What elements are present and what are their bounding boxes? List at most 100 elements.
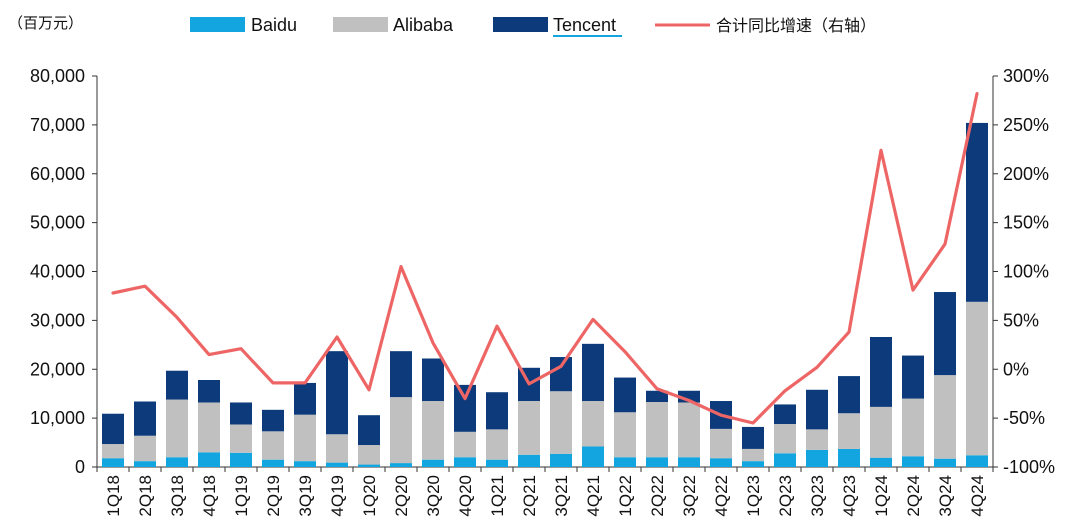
bar-baidu: [422, 459, 444, 467]
bar-tencent: [614, 377, 636, 413]
legend-swatch-alibaba: [333, 17, 388, 32]
bar-baidu: [742, 461, 764, 467]
bar-baidu: [294, 461, 316, 467]
legend-label-baidu: Baidu: [251, 15, 297, 35]
legend-item-tencent: Tencent: [493, 15, 622, 37]
x-tick-label: 4Q20: [456, 475, 475, 517]
bar-baidu: [198, 452, 220, 467]
bar-baidu: [166, 457, 188, 467]
x-tick-label: 4Q18: [200, 475, 219, 517]
x-tick-label: 1Q18: [104, 475, 123, 517]
bar-alibaba: [326, 434, 348, 463]
y-right-tick-label: 50%: [1003, 310, 1039, 330]
bar-alibaba: [294, 414, 316, 462]
bar-baidu: [806, 449, 828, 467]
legend-swatch-baidu: [190, 17, 245, 32]
bar-baidu: [326, 462, 348, 467]
bar-alibaba: [518, 401, 540, 455]
x-tick-label: 3Q20: [424, 475, 443, 517]
y-right-tick-label: -50%: [1003, 408, 1045, 428]
x-tick-label: 3Q22: [680, 475, 699, 517]
bar-baidu: [550, 453, 572, 467]
bar-baidu: [678, 457, 700, 467]
bar-tencent: [102, 413, 124, 445]
bar-alibaba: [358, 445, 380, 465]
y-right-tick-label: 100%: [1003, 262, 1049, 282]
y-left-tick-label: 60,000: [30, 164, 85, 184]
bar-tencent: [326, 351, 348, 435]
y-right-tick-label: -100%: [1003, 457, 1055, 477]
bar-alibaba: [582, 401, 604, 447]
x-tick-label: 2Q20: [392, 475, 411, 517]
bar-tencent: [230, 402, 252, 425]
x-tick-label: 2Q18: [136, 475, 155, 517]
bar-baidu: [390, 463, 412, 467]
bar-alibaba: [198, 402, 220, 453]
legend: Baidu Alibaba Tencent 合计同比增速（右轴）: [190, 15, 876, 37]
x-tick-label: 2Q24: [904, 475, 923, 517]
x-tick-label: 4Q22: [712, 475, 731, 517]
x-tick-label: 2Q22: [648, 475, 667, 517]
y-left-tick-label: 50,000: [30, 213, 85, 233]
bar-baidu: [230, 452, 252, 467]
bar-tencent: [198, 380, 220, 403]
bar-baidu: [518, 454, 540, 467]
bar-alibaba: [454, 431, 476, 458]
bar-tencent: [166, 370, 188, 400]
legend-item-alibaba: Alibaba: [333, 15, 454, 35]
y-left-tick-label: 20,000: [30, 359, 85, 379]
y-right-tick-label: 150%: [1003, 213, 1049, 233]
bar-tencent: [454, 384, 476, 432]
bar-baidu: [966, 455, 988, 467]
bar-baidu: [646, 457, 668, 467]
x-tick-label: 2Q21: [520, 475, 539, 517]
x-tick-label: 2Q19: [264, 475, 283, 517]
bar-tencent: [358, 415, 380, 446]
bar-tencent: [646, 390, 668, 402]
bar-baidu: [582, 446, 604, 467]
bar-alibaba: [934, 375, 956, 459]
bar-alibaba: [902, 398, 924, 457]
y-left-tick-label: 30,000: [30, 310, 85, 330]
bar-alibaba: [550, 391, 572, 454]
bar-alibaba: [646, 401, 668, 458]
x-tick-label: 1Q24: [872, 475, 891, 517]
legend-item-baidu: Baidu: [190, 15, 297, 35]
y-left-tick-label: 10,000: [30, 408, 85, 428]
y-right-tick-label: 0%: [1003, 359, 1029, 379]
y-right-tick-label: 300%: [1003, 66, 1049, 86]
bar-alibaba: [710, 428, 732, 459]
y-left-tick-label: 0: [75, 457, 85, 477]
bar-alibaba: [614, 412, 636, 458]
x-tick-label: 1Q23: [744, 475, 763, 517]
y-right-tick-label: 200%: [1003, 164, 1049, 184]
bar-tencent: [678, 390, 700, 403]
bar-alibaba: [774, 423, 796, 454]
x-tick-label: 3Q18: [168, 475, 187, 517]
bar-tencent: [550, 357, 572, 392]
x-tick-label: 3Q24: [936, 475, 955, 517]
bar-alibaba: [742, 448, 764, 462]
bar-tencent: [134, 401, 156, 436]
bar-alibaba: [966, 301, 988, 456]
y-right-tick-label: 250%: [1003, 115, 1049, 135]
bar-tencent: [582, 343, 604, 402]
bar-alibaba: [166, 399, 188, 458]
bar-alibaba: [422, 401, 444, 460]
x-tick-label: 1Q19: [232, 475, 251, 517]
bar-alibaba: [870, 406, 892, 458]
bar-baidu: [838, 448, 860, 467]
bar-baidu: [454, 457, 476, 467]
legend-label-tencent: Tencent: [553, 15, 616, 35]
x-tick-label: 1Q21: [488, 475, 507, 517]
bar-tencent: [390, 351, 412, 398]
bar-baidu: [934, 458, 956, 467]
bar-baidu: [134, 461, 156, 467]
growth-rate-line: [111, 91, 979, 425]
bar-alibaba: [262, 431, 284, 460]
bar-tencent: [742, 426, 764, 449]
legend-label-growth: 合计同比增速（右轴）: [716, 16, 876, 35]
bar-tencent: [294, 382, 316, 415]
bar-tencent: [486, 392, 508, 430]
bar-baidu: [486, 459, 508, 467]
